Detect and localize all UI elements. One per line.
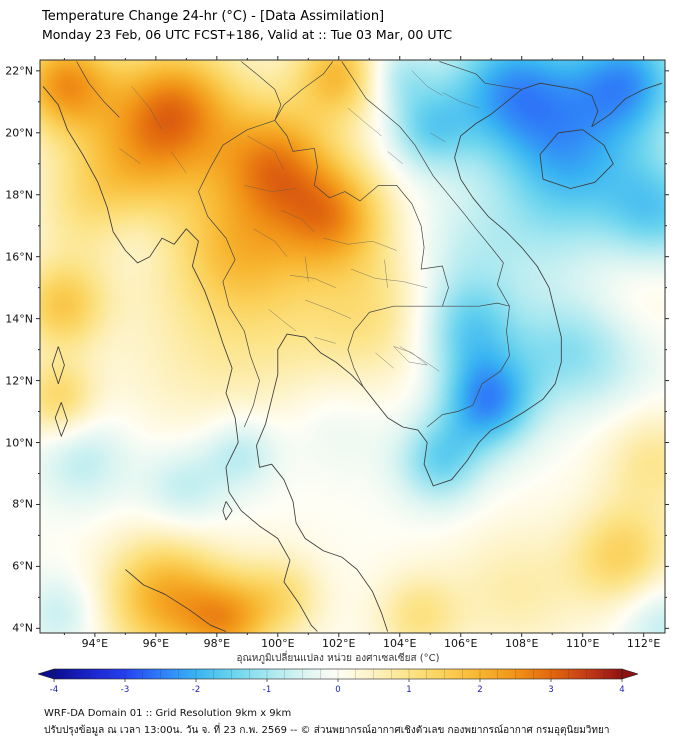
x-tick-label: 98°E bbox=[203, 637, 231, 650]
temperature-field-canvas bbox=[40, 60, 665, 633]
y-tick-label: 6°N bbox=[12, 559, 33, 573]
y-tick-label: 8°N bbox=[12, 497, 33, 511]
y-tick-label: 14°N bbox=[5, 312, 33, 326]
colorbar-label: อุณหภูมิเปลี่ยนแปลง หน่วย องศาเซลเซียส (… bbox=[236, 653, 440, 664]
colorbar-tick-label: -1 bbox=[263, 685, 271, 695]
colorbar-tick-label: -3 bbox=[121, 685, 129, 695]
y-tick-label: 16°N bbox=[5, 250, 33, 264]
figure-title: Temperature Change 24-hr (°C) - [Data As… bbox=[42, 9, 385, 24]
colorbar-tick-label: 1 bbox=[406, 685, 411, 695]
x-tick-label: 96°E bbox=[142, 637, 170, 650]
colorbar-tick-label: 2 bbox=[477, 685, 482, 695]
colorbar: -4 -3 -2 -1 0 1 2 3 4 bbox=[38, 668, 638, 695]
colorbar-left-arrow bbox=[38, 668, 55, 680]
x-tick-label: 102°E bbox=[322, 637, 356, 650]
x-axis-labels: 94°E 96°E 98°E 100°E 102°E 104°E 106°E 108°E 110… bbox=[40, 637, 665, 651]
colorbar-tick-label: 4 bbox=[619, 685, 624, 695]
x-tick-label: 94°E bbox=[81, 637, 109, 650]
colorbar-right-arrow bbox=[621, 668, 638, 680]
x-tick-label: 112°E bbox=[626, 637, 661, 650]
y-tick-label: 18°N bbox=[5, 188, 33, 202]
footer-domain-info: WRF-DA Domain 01 :: Grid Resolution 9km … bbox=[44, 708, 292, 719]
map-plot-area bbox=[40, 60, 665, 633]
figure-subtitle: Monday 23 Feb, 06 UTC FCST+186, Valid at… bbox=[42, 27, 453, 42]
colorbar-tick-label: 3 bbox=[548, 685, 553, 695]
x-tick-label: 106°E bbox=[443, 637, 478, 650]
x-tick-label: 100°E bbox=[261, 637, 295, 650]
y-tick-label: 20°N bbox=[5, 126, 33, 140]
colorbar-tick-label: 0 bbox=[335, 685, 340, 695]
colorbar-tick-label: -4 bbox=[50, 685, 58, 695]
x-tick-label: 110°E bbox=[565, 637, 600, 650]
footer-credit: ปรับปรุงข้อมูล ณ เวลา 13:00น. วัน จ. ที่… bbox=[44, 725, 610, 736]
y-tick-label: 10°N bbox=[5, 436, 33, 450]
y-tick-label: 22°N bbox=[5, 64, 33, 78]
y-tick-label: 12°N bbox=[5, 374, 33, 388]
colorbar-tick-label: -2 bbox=[192, 685, 200, 695]
y-tick-label: 4°N bbox=[12, 621, 33, 635]
x-tick-label: 108°E bbox=[504, 637, 539, 650]
x-tick-label: 104°E bbox=[383, 637, 417, 650]
y-axis-labels: 22°N 20°N 18°N 16°N 14°N 12°N 10°N 8°N 6°N 4°N bbox=[0, 60, 37, 635]
